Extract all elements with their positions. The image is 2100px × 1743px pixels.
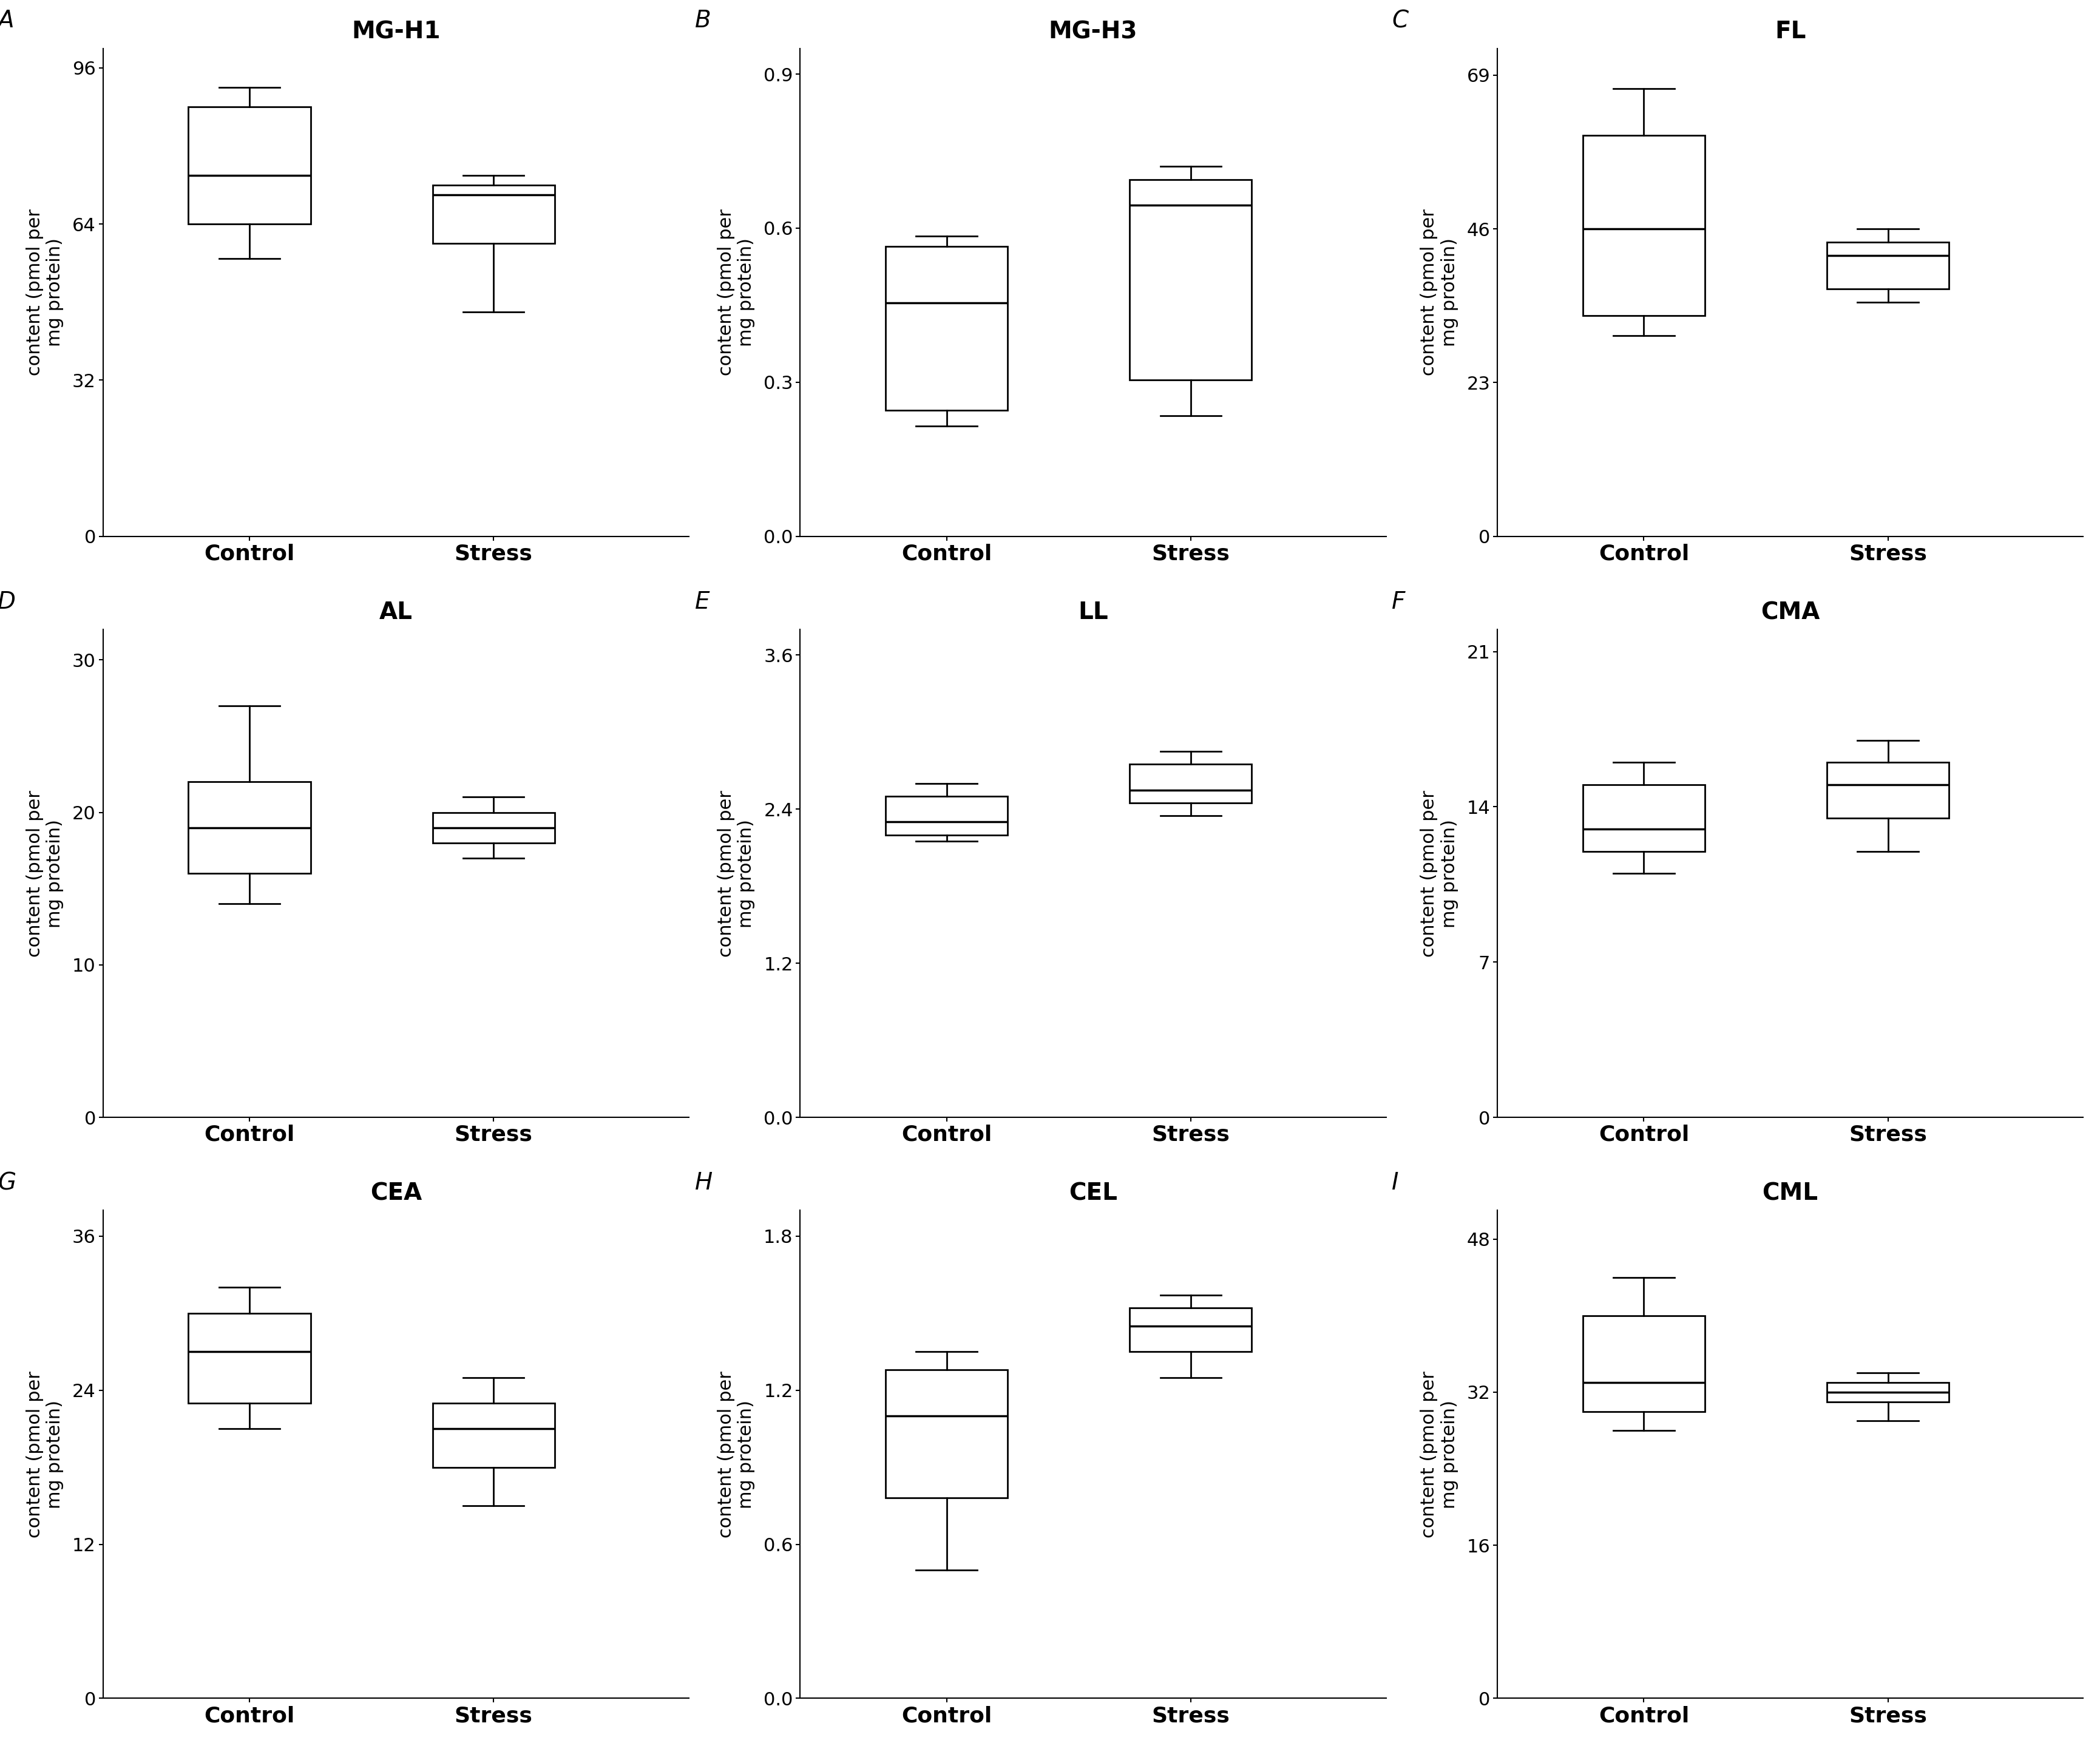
Title: FL: FL — [1774, 21, 1806, 44]
PathPatch shape — [433, 185, 554, 244]
PathPatch shape — [1583, 136, 1705, 315]
Text: B: B — [695, 9, 712, 33]
Y-axis label: content (pmol per
mg protein): content (pmol per mg protein) — [718, 209, 756, 376]
PathPatch shape — [886, 797, 1008, 835]
PathPatch shape — [1827, 242, 1949, 289]
PathPatch shape — [886, 1370, 1008, 1497]
Title: CMA: CMA — [1760, 601, 1821, 624]
PathPatch shape — [189, 1312, 311, 1403]
Title: CEL: CEL — [1069, 1182, 1117, 1204]
Text: G: G — [0, 1171, 17, 1194]
Title: CEA: CEA — [370, 1182, 422, 1204]
PathPatch shape — [433, 812, 554, 844]
PathPatch shape — [1130, 1307, 1252, 1351]
Title: LL: LL — [1077, 601, 1109, 624]
Y-axis label: content (pmol per
mg protein): content (pmol per mg protein) — [25, 209, 63, 376]
Text: I: I — [1392, 1171, 1399, 1194]
PathPatch shape — [189, 783, 311, 873]
PathPatch shape — [1827, 762, 1949, 817]
Text: E: E — [695, 591, 710, 614]
Y-axis label: content (pmol per
mg protein): content (pmol per mg protein) — [1420, 790, 1457, 957]
Y-axis label: content (pmol per
mg protein): content (pmol per mg protein) — [25, 790, 63, 957]
PathPatch shape — [1583, 1316, 1705, 1412]
PathPatch shape — [1130, 180, 1252, 380]
PathPatch shape — [1130, 763, 1252, 804]
Text: A: A — [0, 9, 15, 33]
Title: MG-H1: MG-H1 — [351, 21, 441, 44]
Text: D: D — [0, 591, 15, 614]
Text: C: C — [1392, 9, 1409, 33]
PathPatch shape — [433, 1403, 554, 1468]
Y-axis label: content (pmol per
mg protein): content (pmol per mg protein) — [718, 790, 756, 957]
Title: CML: CML — [1762, 1182, 1819, 1204]
Text: H: H — [695, 1171, 712, 1194]
Title: AL: AL — [380, 601, 412, 624]
Y-axis label: content (pmol per
mg protein): content (pmol per mg protein) — [1420, 1372, 1457, 1537]
Title: MG-H3: MG-H3 — [1048, 21, 1138, 44]
Text: F: F — [1392, 591, 1405, 614]
PathPatch shape — [886, 246, 1008, 411]
Y-axis label: content (pmol per
mg protein): content (pmol per mg protein) — [718, 1372, 756, 1537]
PathPatch shape — [1827, 1382, 1949, 1401]
PathPatch shape — [189, 106, 311, 225]
Y-axis label: content (pmol per
mg protein): content (pmol per mg protein) — [1420, 209, 1457, 376]
Y-axis label: content (pmol per
mg protein): content (pmol per mg protein) — [25, 1372, 63, 1537]
PathPatch shape — [1583, 784, 1705, 851]
